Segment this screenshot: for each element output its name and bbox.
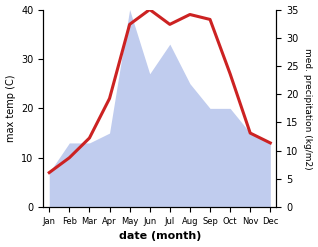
Y-axis label: med. precipitation (kg/m2): med. precipitation (kg/m2) bbox=[303, 48, 313, 169]
X-axis label: date (month): date (month) bbox=[119, 231, 201, 242]
Y-axis label: max temp (C): max temp (C) bbox=[5, 75, 16, 142]
